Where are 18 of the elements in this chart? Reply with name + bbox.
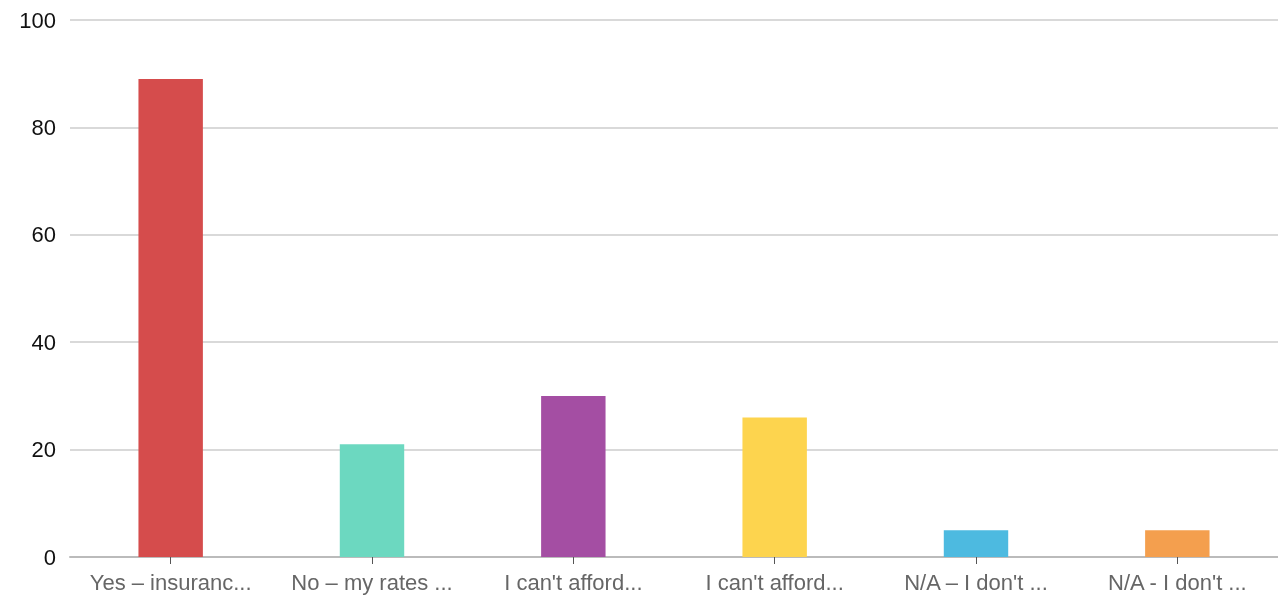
x-tick-label: Yes – insuranc...: [89, 569, 252, 595]
bar: [742, 417, 807, 557]
x-tick-label: No – my rates ...: [291, 569, 453, 595]
bar: [138, 79, 203, 557]
y-tick-label: 100: [19, 7, 56, 33]
y-tick-label: 0: [43, 544, 56, 570]
x-tick-label: N/A – I don't ...: [904, 569, 1048, 595]
y-tick-label: 60: [31, 222, 56, 248]
y-tick-label: 20: [31, 437, 56, 463]
bar: [339, 444, 405, 557]
y-tick-label: 80: [31, 114, 56, 140]
y-tick-label: 40: [31, 329, 56, 355]
x-tick-label: I can't afford...: [705, 569, 844, 595]
bar: [943, 530, 1009, 557]
x-tick-label: I can't afford...: [504, 569, 643, 595]
bar: [1145, 530, 1210, 557]
x-tick-label: N/A - I don't ...: [1107, 569, 1247, 595]
bar: [541, 395, 606, 557]
